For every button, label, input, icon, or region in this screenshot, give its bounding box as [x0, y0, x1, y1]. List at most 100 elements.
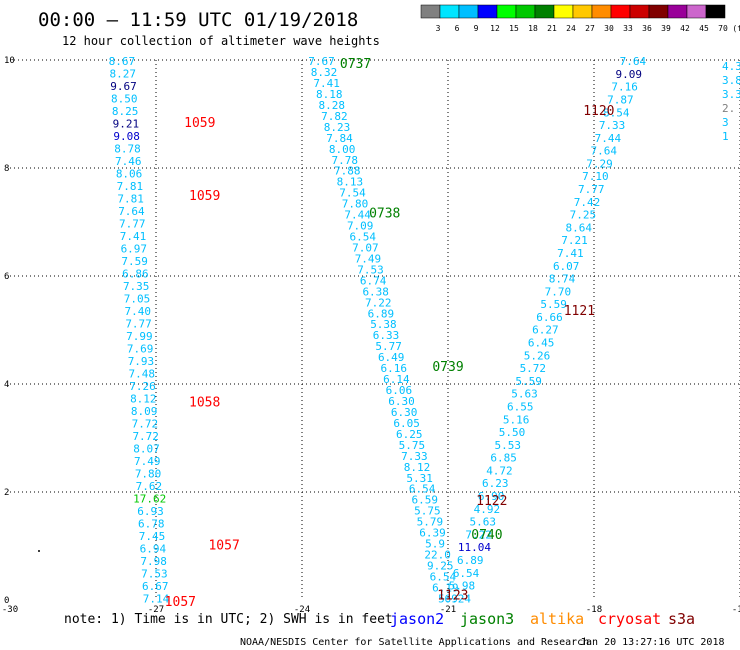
- wave-height-value: 6.90: [478, 490, 505, 503]
- time-label: 1057: [208, 538, 239, 553]
- footer-note: note: 1) Time is in UTC; 2) SWH is in fe…: [64, 612, 393, 627]
- wave-height-value: 7.84: [326, 132, 353, 145]
- wave-height-value: 6.93: [137, 505, 164, 518]
- wave-height-value: 8.64: [565, 221, 592, 234]
- wave-height-value: 8.25: [112, 105, 139, 118]
- x-tick-label: -18: [586, 605, 602, 615]
- wave-height-value: 4.72: [486, 464, 513, 477]
- wave-height-value: 8.32: [311, 66, 338, 79]
- wave-height-value: 7.77: [125, 317, 152, 330]
- wave-height-value: 6.86: [122, 268, 149, 281]
- wave-height-value: 6.78: [138, 517, 165, 530]
- wave-height-value: 7.21: [561, 234, 588, 247]
- wave-height-value: 11.04: [458, 541, 491, 554]
- wave-height-value: 7.29: [586, 157, 613, 170]
- wave-height-value: 6.30: [391, 406, 418, 419]
- scale-swatch: [553, 4, 574, 19]
- wave-height-value: 6.97: [121, 243, 148, 256]
- satellite-altika: altika: [530, 610, 584, 628]
- wave-height-value: 9.67: [110, 80, 137, 93]
- wave-height-value: 5.59: [540, 298, 567, 311]
- edge-value: 3.8: [722, 74, 740, 87]
- wave-height-value: 7.48: [128, 367, 155, 380]
- wave-height-value: 7.25: [570, 209, 597, 222]
- wave-height-value: 7.62: [136, 480, 163, 493]
- wave-height-value: 5.26: [524, 349, 551, 362]
- time-label: 0740: [471, 528, 502, 543]
- satellite-s3a: s3a: [668, 610, 695, 628]
- wave-height-value: 7.41: [313, 77, 340, 90]
- time-label: 1058: [189, 395, 220, 410]
- footer-timestamp: Jan 20 13:27:16 UTC 2018: [580, 637, 725, 648]
- wave-height-value: 7.80: [342, 198, 369, 211]
- wave-height-value: 7.05: [124, 292, 151, 305]
- wave-height-value: 7.44: [344, 209, 371, 222]
- wave-height-value: 7.70: [545, 285, 572, 298]
- scale-label: (ft): [732, 24, 740, 33]
- wave-height-value: 7.88: [334, 165, 361, 178]
- scale-swatch: [610, 4, 631, 19]
- wave-height-value: 5.63: [511, 388, 538, 401]
- wave-height-value: 7.72: [132, 417, 159, 430]
- wave-height-value: 6.05: [393, 417, 420, 430]
- scale-label: 9: [474, 24, 479, 33]
- wave-height-value: 8.00: [329, 143, 356, 156]
- wave-height-value: 6.06: [386, 384, 413, 397]
- wave-height-value: 7.40: [125, 305, 152, 318]
- wave-height-value: 7.41: [557, 247, 584, 260]
- scale-label: 6: [455, 24, 460, 33]
- wave-height-value: 5.9: [425, 538, 445, 551]
- time-label: 0739: [432, 360, 463, 375]
- edge-value: 4.3: [722, 60, 740, 73]
- wave-height-value: 6.49: [378, 351, 405, 364]
- scale-swatch: [439, 4, 460, 19]
- y-tick-label: 8: [4, 164, 9, 174]
- wave-height-value: 7.14: [143, 592, 170, 605]
- wave-height-value: 7.69: [127, 342, 154, 355]
- x-tick-label: -21: [440, 605, 456, 615]
- axis-ticks: -30 -27 -24 -21 -18 -15 0 2 4 6 8 10: [2, 56, 740, 615]
- wave-height-value: 6.07: [553, 260, 580, 273]
- wave-height-value: 6.89: [457, 554, 484, 567]
- wave-height-value: 6.89: [368, 307, 395, 320]
- wave-height-value: 8.74: [549, 273, 576, 286]
- right-edge-values: 4.33.83.32.31: [722, 60, 740, 143]
- wave-height-value: 9.21: [113, 118, 140, 131]
- scale-label: 12: [490, 24, 500, 33]
- wave-height-value: 7.77: [119, 218, 146, 231]
- x-tick-label: -27: [148, 605, 164, 615]
- y-tick-label: 6: [4, 272, 9, 282]
- wave-height-value: 7.93: [128, 355, 155, 368]
- edge-value: 3: [722, 116, 729, 129]
- y-tick-label: 2: [4, 488, 9, 498]
- wave-height-value: 7.64: [118, 205, 145, 218]
- time-annotations: 1059 1059 1058 1057 1057 0737 0738 0739 0740 1120…: [165, 57, 615, 610]
- wave-height-value: 6.39: [419, 527, 446, 540]
- wave-height-value: 5.79: [417, 516, 444, 529]
- wave-height-value: 6.24: [444, 592, 471, 605]
- wave-height-value: 7.80: [135, 467, 162, 480]
- scale-label: 33: [623, 24, 633, 33]
- scale-label: 70: [718, 24, 728, 33]
- wave-height-value: 7.82: [321, 110, 348, 123]
- wave-height-value: 7.33: [599, 119, 626, 132]
- scale-swatch: [496, 4, 517, 19]
- scale-swatch: [515, 4, 536, 19]
- satellite-jason2: jason2: [390, 610, 444, 628]
- wave-height-value: 5.59: [515, 375, 542, 388]
- scale-swatch: [686, 4, 707, 19]
- wave-height-value: 6.54: [430, 570, 457, 583]
- stray-dot: [38, 550, 40, 552]
- data-points: 8.678.279.678.508.259.219.088.787.468.06…: [109, 55, 647, 605]
- wave-height-value: 9.25: [427, 559, 454, 572]
- wave-height-value: 7.35: [123, 280, 150, 293]
- wave-height-value: 7.10: [582, 170, 609, 183]
- scale-label: 39: [661, 24, 671, 33]
- scale-swatch: [477, 4, 498, 19]
- wave-height-value: 6.66: [536, 311, 563, 324]
- wave-height-value: 6.54: [409, 483, 436, 496]
- wave-height-value: 6.59: [412, 494, 439, 507]
- wave-height-value: 7.45: [139, 530, 166, 543]
- wave-height-value: 7.59: [121, 255, 148, 268]
